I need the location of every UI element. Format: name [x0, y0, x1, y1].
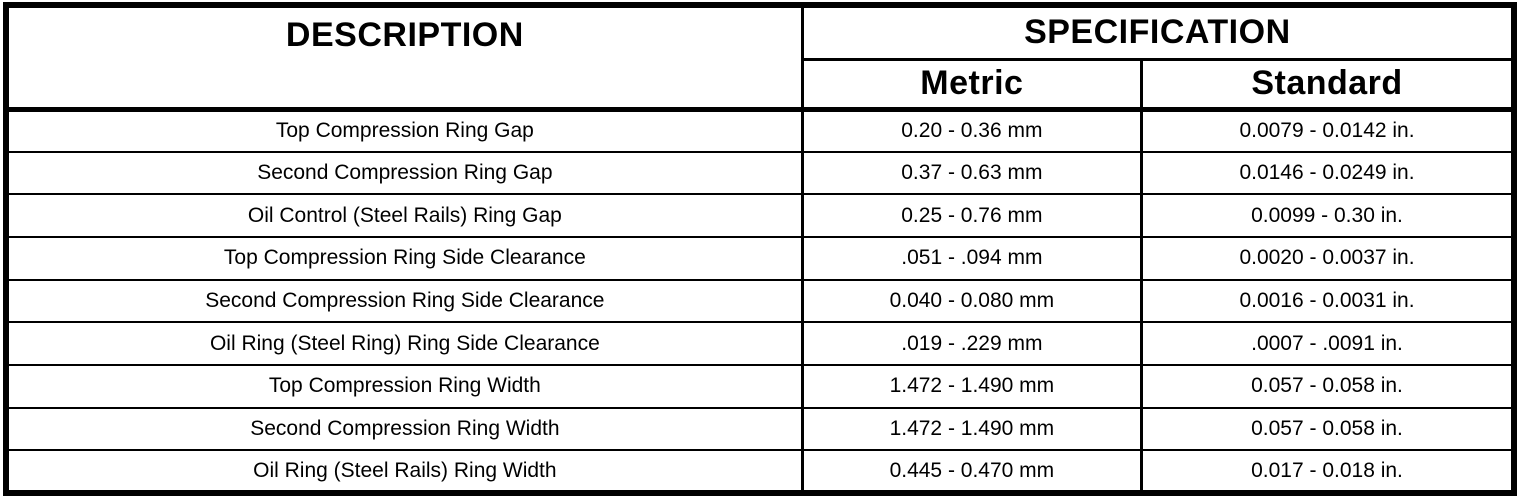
standard-cell: 0.0099 - 0.30 in.	[1140, 193, 1516, 238]
table-row: Top Compression Ring Gap 0.20 - 0.36 mm …	[4, 108, 1516, 153]
standard-cell: 0.057 - 0.058 in.	[1140, 406, 1516, 452]
column-header-description: DESCRIPTION	[4, 3, 804, 112]
metric-cell: 0.20 - 0.36 mm	[800, 108, 1144, 153]
description-cell: Top Compression Ring Gap	[4, 108, 804, 153]
metric-cell: 0.445 - 0.470 mm	[800, 449, 1144, 494]
header-row-top: DESCRIPTION SPECIFICATION	[4, 3, 1516, 112]
table-header: DESCRIPTION SPECIFICATION Metric Standar…	[4, 3, 1516, 112]
table-row: Second Compression Ring Side Clearance 0…	[4, 278, 1516, 324]
metric-cell: 0.25 - 0.76 mm	[800, 193, 1144, 238]
column-header-metric: Metric	[800, 57, 1144, 112]
metric-cell: 1.472 - 1.490 mm	[800, 363, 1144, 409]
standard-cell: 0.0146 - 0.0249 in.	[1140, 150, 1516, 196]
table-row: Top Compression Ring Width 1.472 - 1.490…	[4, 363, 1516, 409]
description-cell: Oil Control (Steel Rails) Ring Gap	[4, 193, 804, 238]
table-row: Second Compression Ring Width 1.472 - 1.…	[4, 406, 1516, 452]
metric-cell: .019 - .229 mm	[800, 321, 1144, 366]
table-row: Oil Ring (Steel Rails) Ring Width 0.445 …	[4, 449, 1516, 494]
description-cell: Oil Ring (Steel Ring) Ring Side Clearanc…	[4, 321, 804, 366]
metric-cell: 1.472 - 1.490 mm	[800, 406, 1144, 452]
standard-cell: 0.0016 - 0.0031 in.	[1140, 278, 1516, 324]
standard-cell: .0007 - .0091 in.	[1140, 321, 1516, 366]
metric-cell: 0.37 - 0.63 mm	[800, 150, 1144, 196]
table-row: Oil Ring (Steel Ring) Ring Side Clearanc…	[4, 321, 1516, 366]
table-row: Oil Control (Steel Rails) Ring Gap 0.25 …	[4, 193, 1516, 238]
standard-cell: 0.057 - 0.058 in.	[1140, 363, 1516, 409]
metric-cell: 0.040 - 0.080 mm	[800, 278, 1144, 324]
metric-cell: .051 - .094 mm	[800, 235, 1144, 281]
description-cell: Oil Ring (Steel Rails) Ring Width	[4, 449, 804, 494]
description-cell: Top Compression Ring Side Clearance	[4, 235, 804, 281]
column-header-specification: SPECIFICATION	[800, 3, 1516, 61]
standard-cell: 0.017 - 0.018 in.	[1140, 449, 1516, 494]
column-header-standard: Standard	[1140, 57, 1516, 112]
table-row: Top Compression Ring Side Clearance .051…	[4, 235, 1516, 281]
piston-ring-spec-table: DESCRIPTION SPECIFICATION Metric Standar…	[3, 2, 1517, 496]
standard-cell: 0.0020 - 0.0037 in.	[1140, 235, 1516, 281]
header-row-sub: Metric Standard	[6, 57, 1516, 112]
description-cell: Second Compression Ring Width	[4, 406, 804, 452]
table-body: Top Compression Ring Gap 0.20 - 0.36 mm …	[4, 108, 1516, 494]
description-cell: Top Compression Ring Width	[4, 363, 804, 409]
table-row: Second Compression Ring Gap 0.37 - 0.63 …	[4, 150, 1516, 196]
standard-cell: 0.0079 - 0.0142 in.	[1140, 108, 1516, 153]
description-cell: Second Compression Ring Gap	[4, 150, 804, 196]
description-cell: Second Compression Ring Side Clearance	[4, 278, 804, 324]
